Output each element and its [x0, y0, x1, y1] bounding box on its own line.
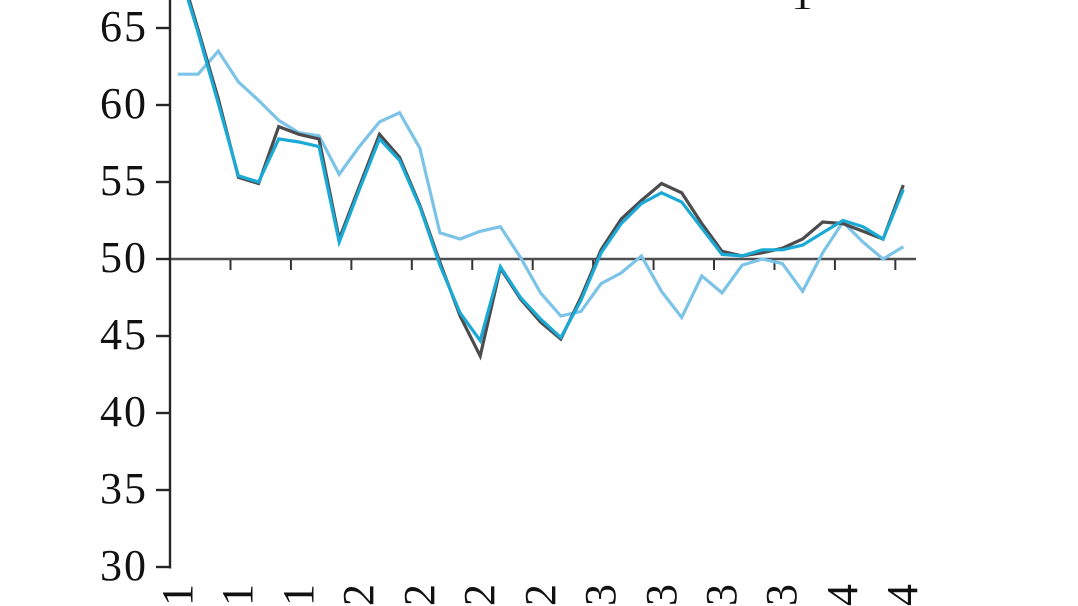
y-axis-tick-label: 45	[100, 310, 148, 360]
y-axis-tick-label: 60	[100, 79, 148, 129]
y-axis-tick-label: 65	[100, 2, 148, 52]
x-axis-tick-label: 3	[636, 584, 686, 606]
truncated-legend-fragment: 1	[783, 0, 829, 9]
x-axis-tick-label: 2	[515, 584, 565, 606]
series-dark-gray	[187, 0, 905, 361]
series-light-blue	[178, 48, 905, 321]
x-axis-tick-label: 4	[878, 584, 928, 606]
x-axis-tick-label: 4	[817, 584, 867, 606]
x-axis-tick-label: 3	[576, 584, 626, 606]
x-axis-tick-label: 1	[153, 584, 202, 606]
series-cyan	[186, 0, 905, 345]
y-axis-tick-label: 55	[100, 156, 148, 206]
x-axis-tick-label: 3	[696, 584, 746, 606]
x-axis-tick-label: 2	[334, 584, 384, 606]
y-axis-tick-label: 40	[100, 387, 148, 437]
x-axis-tick-label: 2	[455, 584, 505, 606]
y-axis-tick-label: 35	[100, 464, 148, 514]
x-axis-tick-label: 1	[213, 584, 263, 606]
y-axis-tick-label: 50	[100, 233, 148, 283]
truncated-legend-text: 1	[791, 0, 813, 9]
x-axis-tick-label: 1	[273, 584, 323, 606]
y-axis-tick-label: 30	[100, 541, 148, 591]
x-axis-tick-label: 3	[757, 584, 807, 606]
x-axis-tick-label: 2	[394, 584, 444, 606]
